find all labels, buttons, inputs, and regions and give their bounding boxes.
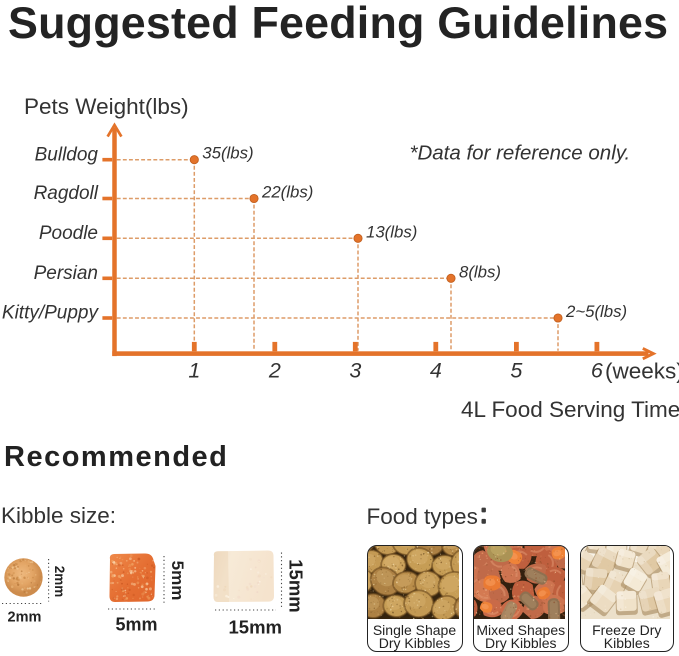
svg-text:Pets Weight(lbs): Pets Weight(lbs) <box>24 94 189 119</box>
svg-text:4L Food Serving Time: 4L Food Serving Time <box>461 397 679 422</box>
svg-text:22(lbs): 22(lbs) <box>261 183 313 202</box>
svg-text:2mm: 2mm <box>52 566 67 598</box>
svg-text:15mm: 15mm <box>229 617 282 638</box>
svg-text:*Data for reference only.: *Data for reference only. <box>410 142 631 165</box>
svg-text:2~5(lbs): 2~5(lbs) <box>565 302 627 321</box>
svg-text:5: 5 <box>510 359 523 383</box>
svg-text:3: 3 <box>349 359 361 383</box>
svg-text:Persian: Persian <box>34 263 98 284</box>
svg-text:2mm: 2mm <box>8 610 42 626</box>
svg-text:2: 2 <box>268 359 281 383</box>
svg-text:35(lbs): 35(lbs) <box>202 144 253 163</box>
svg-text:15mm: 15mm <box>286 559 307 612</box>
svg-text:13(lbs): 13(lbs) <box>366 222 417 241</box>
svg-text:(weeks): (weeks) <box>605 359 679 384</box>
svg-text:5mm: 5mm <box>168 561 187 601</box>
svg-text:Kitty/Puppy: Kitty/Puppy <box>2 303 100 324</box>
svg-text:4: 4 <box>430 359 442 383</box>
svg-text:1: 1 <box>188 359 200 383</box>
svg-text:Bulldog: Bulldog <box>35 144 99 165</box>
svg-text:Ragdoll: Ragdoll <box>34 183 99 204</box>
svg-text:6: 6 <box>591 359 603 383</box>
svg-text:Poodle: Poodle <box>39 223 98 244</box>
svg-text:8(lbs): 8(lbs) <box>459 262 501 281</box>
svg-text:5mm: 5mm <box>116 615 158 635</box>
